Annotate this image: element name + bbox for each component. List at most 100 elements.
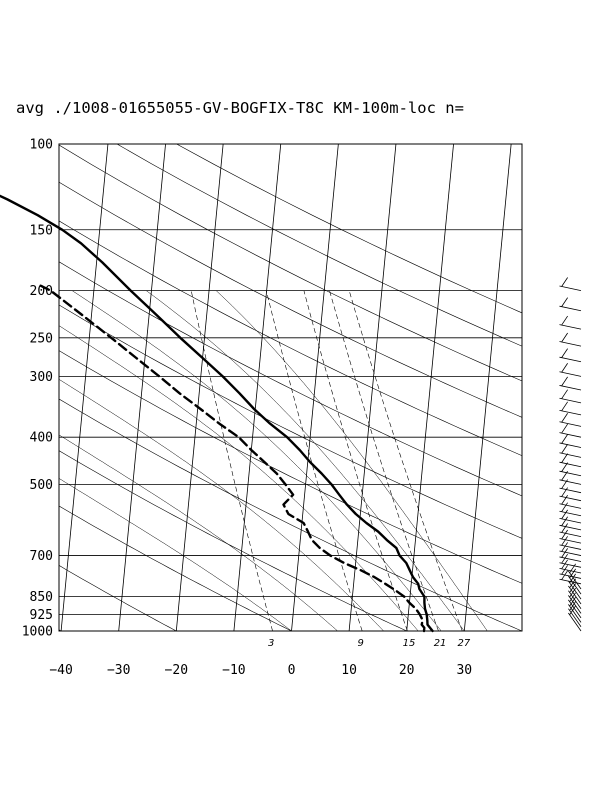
wind-barb: [568, 590, 582, 609]
wind-barb: [559, 479, 582, 485]
isotherm: [406, 144, 454, 631]
wind-barb-flag: [561, 332, 568, 343]
pressure-tick-label: 925: [30, 608, 53, 623]
mixing-ratio-line: [266, 290, 363, 631]
moist-adiabat: [216, 290, 488, 631]
pressure-tick-label: 700: [30, 549, 53, 564]
wind-barb: [559, 556, 582, 562]
dry-adiabat: [59, 144, 522, 382]
pressure-tick-label: 400: [30, 431, 53, 446]
wind-barb-flag: [561, 462, 568, 472]
dry-adiabat: [59, 398, 522, 631]
mixing-ratio-line: [303, 290, 408, 631]
isotherm: [463, 144, 512, 631]
temperature-tick-label: 10: [341, 663, 357, 678]
wind-barb-flag: [561, 502, 568, 512]
wind-barb-flag: [561, 509, 568, 520]
wind-barb-flag: [561, 487, 568, 497]
pressure-tick-label: 300: [30, 370, 53, 385]
wind-barb: [568, 599, 582, 619]
wind-barb-flag: [561, 536, 568, 546]
wind-barb: [559, 503, 582, 509]
wind-barb: [559, 487, 582, 494]
dry-adiabat: [59, 505, 292, 631]
wind-barb: [568, 595, 582, 614]
wind-barb: [559, 442, 582, 448]
wind-barb: [559, 421, 582, 427]
wind-barb: [568, 608, 582, 627]
wind-barb: [559, 397, 582, 404]
wind-barb: [559, 562, 582, 568]
wind-barb: [559, 470, 582, 477]
pressure-tick-label: 1000: [22, 625, 53, 640]
wind-barb-flag: [561, 516, 568, 526]
wind-barb-flag: [561, 348, 568, 358]
wind-barb: [568, 612, 582, 632]
temperature-tick-label: −40: [49, 663, 72, 678]
pressure-tick-label: 200: [30, 284, 53, 299]
wind-barb: [559, 538, 582, 544]
isotherm: [118, 144, 166, 631]
pressure-tick-label: 500: [30, 478, 53, 493]
isotherm: [175, 144, 224, 631]
plot-frame: [58, 143, 523, 632]
wind-barb-flag: [561, 389, 568, 399]
wind-barb: [568, 575, 582, 595]
wind-barb: [559, 341, 582, 347]
wind-barbs: [559, 277, 582, 632]
wind-barb-flag: [561, 277, 568, 287]
wind-barb-flag: [561, 297, 568, 307]
wind-barb: [559, 371, 582, 377]
wind-barb-flag: [561, 423, 568, 434]
wind-barb: [559, 578, 582, 585]
isotherm: [233, 144, 282, 631]
mixing-ratio-label: 15: [403, 638, 416, 649]
moist-adiabat: [146, 290, 465, 631]
wind-barb-flag: [561, 529, 568, 540]
dry-adiabat: [59, 565, 177, 631]
wind-barb: [559, 517, 582, 524]
grid-lines: [59, 144, 522, 631]
dry-adiabat: [59, 261, 522, 497]
dry-adiabat: [59, 304, 522, 539]
wind-barb-flag: [561, 376, 568, 387]
wind-barb: [559, 356, 582, 363]
pressure-tick-label: 150: [30, 223, 53, 238]
wind-barb-flag: [561, 315, 568, 326]
isotherm: [60, 144, 109, 631]
wind-barb: [559, 324, 582, 330]
wind-barb-flag: [569, 563, 576, 574]
temperature-profile: [0, 194, 434, 633]
mixing-ratio-label: 9: [357, 638, 363, 649]
profiles: [0, 194, 434, 633]
moist-adiabat: [59, 478, 292, 631]
wind-barb-flag: [561, 553, 568, 564]
wind-barb: [559, 524, 582, 531]
dewpoint-profile: [38, 284, 426, 633]
dry-adiabat: [59, 181, 522, 418]
temperature-tick-label: −30: [107, 663, 130, 678]
pressure-tick-label: 850: [30, 590, 53, 605]
wind-barb: [559, 531, 582, 538]
wind-barb: [559, 461, 582, 468]
wind-barb-flag: [561, 413, 568, 423]
wind-barb: [559, 550, 582, 556]
mixing-ratio-label: 21: [434, 638, 447, 649]
temperature-tick-label: 0: [288, 663, 296, 678]
wind-barb-flag: [561, 401, 568, 412]
wind-barb-flag: [561, 453, 568, 463]
wind-barb: [559, 544, 582, 550]
isotherm: [348, 144, 397, 631]
moist-adiabat: [71, 290, 442, 631]
wind-barb: [559, 510, 582, 517]
wind-barb: [568, 580, 582, 600]
wind-barb: [559, 495, 582, 502]
wind-barb: [559, 385, 582, 391]
temperature-tick-label: −10: [222, 663, 245, 678]
wind-barb-flag: [561, 444, 568, 454]
wind-barb-flag: [561, 548, 568, 558]
dry-adiabat: [59, 220, 522, 457]
wind-barb: [559, 432, 582, 438]
dry-adiabat: [59, 450, 407, 631]
wind-barb: [559, 409, 582, 416]
